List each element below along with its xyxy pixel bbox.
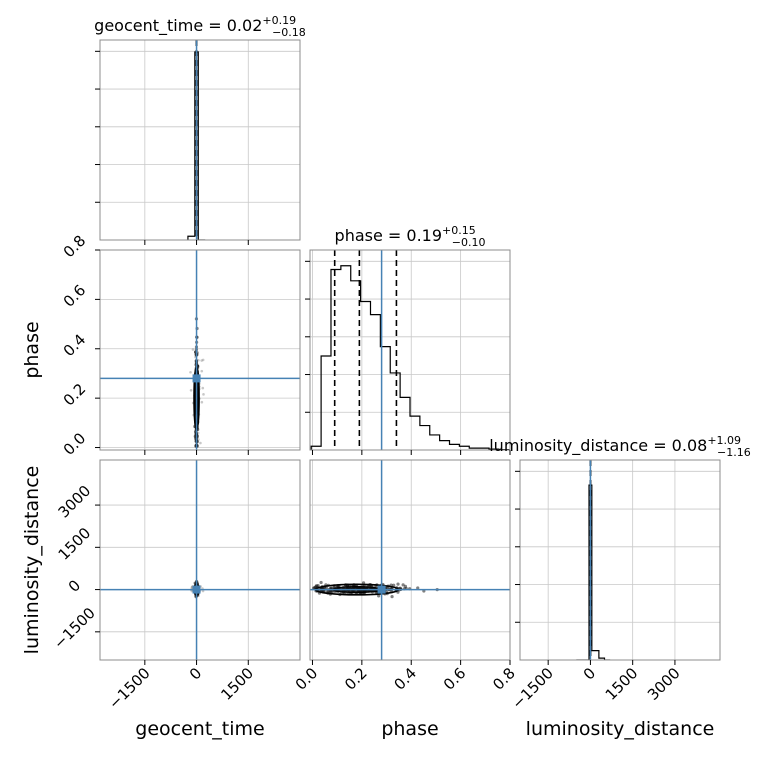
scatter-point [199, 441, 202, 445]
tick-label-x-phase: 0.0 [292, 664, 322, 694]
scatter-point [200, 359, 203, 362]
title-geocent-time-lower: −0.18 [272, 26, 306, 39]
panel-frame-2-0 [99, 459, 301, 661]
tick-label-y-luminosity_distance: 3000 [55, 482, 95, 522]
tick-label-x-phase: 0.6 [440, 664, 470, 694]
tick-label-y-phase: 0.2 [60, 380, 90, 410]
histogram-geocent_time [187, 51, 206, 240]
frame-layer [99, 39, 721, 661]
scatter-point [189, 370, 192, 374]
tick-label-x-geocent_time: 0 [186, 664, 205, 683]
histogram-luminosity_distance [576, 484, 611, 660]
truth-marker [192, 585, 201, 594]
truth-marker [192, 374, 201, 383]
panel-frame-0-0 [99, 39, 301, 241]
scatter-point [200, 369, 204, 373]
y-axis-label-phase: phase [21, 321, 43, 378]
title-geocent-time-main: geocent_time = 0.02 [94, 16, 262, 36]
tick-label-x-phase: 0.2 [341, 664, 371, 694]
histogram-bin-phase-12 [430, 435, 440, 450]
tick-label-x-luminosity_distance: 3000 [644, 664, 684, 704]
tick-label-x-geocent_time: −1500 [105, 664, 154, 713]
density-point [396, 582, 400, 586]
tick-label-y-phase: 0.0 [60, 429, 90, 459]
scatter-point [202, 393, 205, 396]
title-phase-lower: −0.10 [452, 236, 486, 249]
data-layer [100, 40, 611, 660]
panel-frame-2-1 [309, 459, 511, 661]
truth-marker [377, 585, 386, 594]
tick-label-y-phase: 0.6 [60, 281, 90, 311]
histogram-bin-phase-9 [400, 397, 410, 450]
scatter-point [189, 388, 193, 392]
density-point [319, 580, 323, 585]
title-luminosity-distance: luminosity_distance = 0.08+1.09 −1.16 [489, 434, 751, 459]
scatter-point [191, 348, 195, 351]
tick-label-x-luminosity_distance: 0 [580, 664, 599, 683]
panel-frame-2-2 [519, 459, 721, 661]
tick-label-x-phase: 0.4 [390, 664, 420, 694]
histogram-phase [310, 265, 510, 450]
density-point [416, 586, 420, 590]
panel-frame-1-0 [99, 249, 301, 451]
tick-label-y-phase: 0.4 [60, 330, 90, 360]
panel-frame-1-1 [309, 249, 511, 451]
tick-label-y-luminosity_distance: 0 [65, 576, 84, 595]
tick-label-y-luminosity_distance: −1500 [50, 604, 99, 653]
density-point [390, 594, 394, 599]
histogram-bin-phase-2 [331, 270, 341, 450]
panel-2d-geocent_time-phase [100, 250, 300, 450]
x-axis-label-luminosity-distance: luminosity_distance [526, 718, 715, 740]
panel-2d-phase-luminosity_distance [310, 460, 510, 660]
title-phase-upper: +0.15 [442, 224, 476, 237]
tick-label-x-luminosity_distance: −1500 [508, 664, 557, 713]
density-point [403, 584, 408, 588]
density-point [401, 583, 405, 587]
scatter-point [201, 589, 205, 593]
title-geocent-time: geocent_time = 0.02+0.19 −0.18 [94, 14, 306, 39]
title-phase: phase = 0.19+0.15 −0.10 [335, 224, 486, 249]
tick-label-x-geocent_time: 1500 [217, 664, 257, 704]
title-luminosity-distance-upper: +1.09 [707, 434, 741, 447]
x-axis-label-phase: phase [381, 718, 438, 740]
y-axis-label-luminosity-distance: luminosity_distance [21, 466, 43, 655]
x-axis-label-geocent-time: geocent_time [135, 718, 264, 740]
tick-label-y-phase: 0.8 [60, 232, 90, 262]
histogram-bin-phase-1 [321, 356, 331, 450]
histogram-bin-phase-3 [341, 266, 351, 450]
panel-2d-geocent_time-luminosity_distance [100, 460, 300, 660]
tick-label-x-luminosity_distance: 1500 [602, 664, 642, 704]
title-luminosity-distance-main: luminosity_distance = 0.08 [489, 436, 707, 456]
scatter-point [200, 400, 204, 404]
scatter-point [201, 386, 205, 390]
title-geocent-time-upper: +0.19 [262, 14, 296, 27]
tick-label-x-phase: 0.8 [489, 664, 519, 694]
density-point [392, 583, 396, 587]
histogram-bin-phase-14 [450, 444, 460, 450]
histogram-bin-phase-11 [420, 426, 430, 450]
title-luminosity-distance-lower: −1.16 [717, 446, 751, 459]
histogram-bin-phase-13 [440, 441, 450, 450]
histogram-bin-phase-6 [370, 315, 380, 450]
histogram-bin-luminosity_distance-2 [592, 651, 599, 660]
histogram-bin-phase-8 [390, 373, 400, 450]
title-phase-main: phase = 0.19 [335, 226, 442, 245]
tick-label-y-luminosity_distance: 1500 [55, 524, 95, 564]
density-point [377, 594, 381, 598]
